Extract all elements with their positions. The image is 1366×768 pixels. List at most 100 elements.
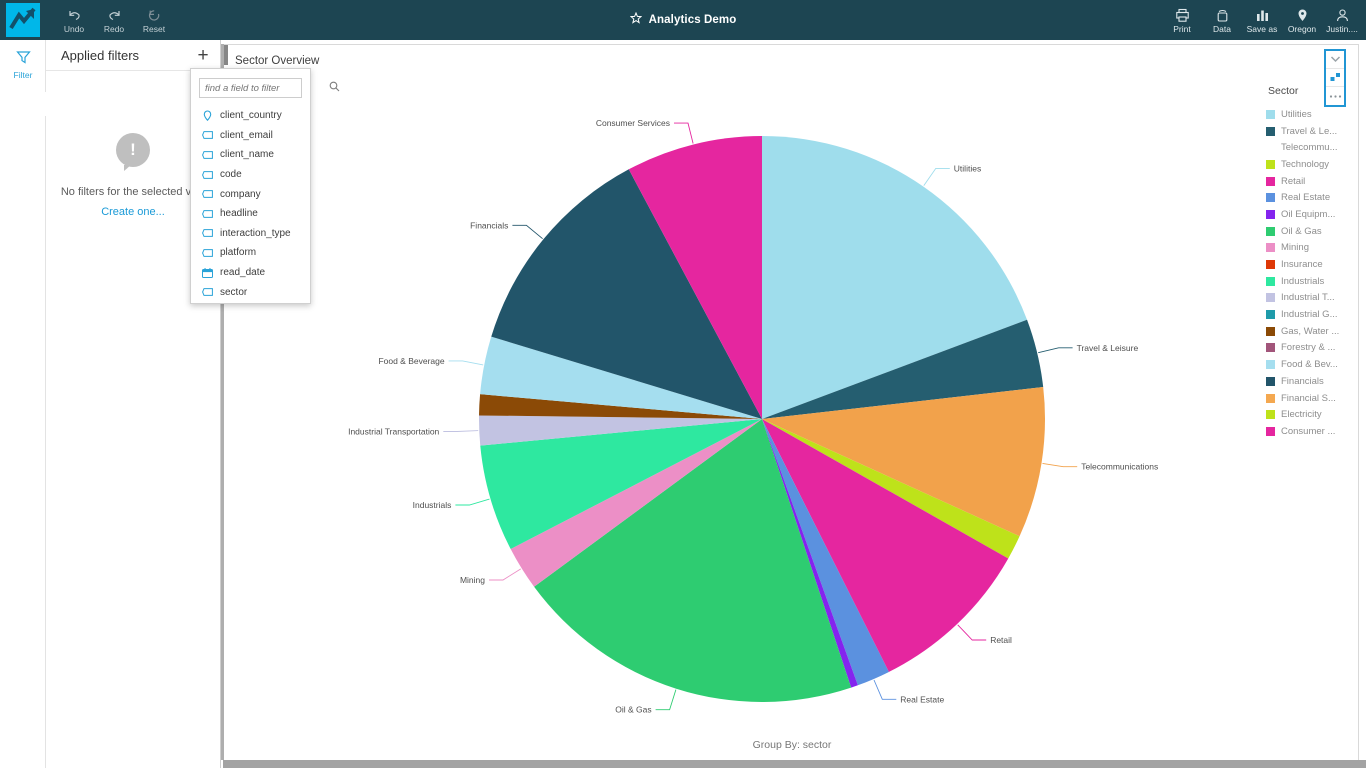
page-title: Analytics Demo — [648, 14, 737, 26]
legend-swatch — [1266, 126, 1275, 136]
legend-item[interactable]: Electricity — [1266, 406, 1352, 423]
field-search-input[interactable] — [205, 82, 329, 94]
legend-item[interactable]: Gas, Water ... — [1266, 323, 1352, 340]
horizontal-scrollbar[interactable] — [223, 760, 1366, 768]
field-item[interactable]: sector — [191, 282, 310, 302]
field-item[interactable]: read_date — [191, 263, 310, 283]
legend-item[interactable]: Consumer ... — [1266, 423, 1352, 440]
pie-slice[interactable] — [478, 415, 762, 446]
legend-item[interactable]: Financials — [1266, 373, 1352, 390]
field-item[interactable]: code — [191, 165, 310, 185]
svg-text:Utilities: Utilities — [954, 163, 981, 173]
legend-item-label: Industrial G... — [1281, 309, 1338, 321]
pie-slice[interactable] — [762, 419, 1009, 672]
pie-slice[interactable] — [534, 419, 852, 702]
legend-item[interactable]: Forestry & ... — [1266, 340, 1352, 357]
visual-panel: Sector Overview SECTOR — [223, 44, 1359, 764]
horizontal-scrollbar-thumb[interactable] — [223, 760, 1366, 768]
redo-button[interactable]: Redo — [94, 0, 134, 40]
legend-swatch — [1266, 176, 1275, 186]
legend-item-label: Consumer ... — [1281, 425, 1336, 437]
pie-slice[interactable] — [628, 136, 762, 419]
legend-title: Sector — [1268, 85, 1299, 97]
legend-swatch — [1266, 209, 1275, 219]
field-item[interactable]: client_name — [191, 145, 310, 165]
svg-text:Telecommunications: Telecommunications — [1081, 462, 1158, 472]
pie-slice[interactable] — [510, 419, 762, 587]
legend-item[interactable]: Utilities — [1266, 106, 1352, 123]
pie-slice-label: Financials — [470, 220, 543, 240]
pie-slice[interactable] — [480, 419, 762, 550]
text-field-icon — [201, 190, 213, 199]
pie-slice[interactable] — [762, 319, 1044, 419]
legend-item[interactable]: Industrial T... — [1266, 290, 1352, 307]
print-icon — [1175, 6, 1190, 23]
empty-filters-state: ! No filters for the selected visu Creat… — [46, 133, 220, 218]
pie-slice[interactable] — [491, 169, 762, 419]
legend-item[interactable]: Retail — [1266, 173, 1352, 190]
field-filter-dropdown: client_country client_email client_namecod… — [190, 68, 340, 304]
legend-item[interactable]: Technology — [1266, 156, 1352, 173]
legend-swatch — [1266, 159, 1275, 169]
legend-item[interactable]: Industrial G... — [1266, 306, 1352, 323]
favorite-star-icon[interactable] — [629, 11, 642, 29]
field-item[interactable]: headline — [191, 204, 310, 224]
calendar-icon — [201, 267, 213, 278]
legend-item[interactable]: Food & Bev... — [1266, 356, 1352, 373]
print-button[interactable]: Print — [1162, 0, 1202, 40]
pie-slice-label: Industrial Transportation — [348, 427, 479, 437]
legend-item-label: Retail — [1281, 175, 1306, 187]
field-item[interactable]: client_email — [191, 126, 310, 146]
legend-item[interactable]: Oil & Gas — [1266, 223, 1352, 240]
pie-slice-label: Industrials — [413, 498, 490, 510]
svg-text:Real Estate: Real Estate — [900, 694, 944, 704]
legend-items: Utilities Travel & Le... Telecommu... Techn… — [1266, 106, 1352, 440]
data-button[interactable]: Data — [1202, 0, 1242, 40]
maximize-icon[interactable] — [1326, 69, 1344, 87]
more-options-icon[interactable] — [1326, 87, 1344, 105]
svg-text:Travel & Leisure: Travel & Leisure — [1077, 343, 1139, 353]
field-item-label: client_email — [220, 129, 273, 141]
user-account-button[interactable]: Justin.... — [1322, 0, 1362, 40]
location-button[interactable]: Oregon — [1282, 0, 1322, 40]
legend-item[interactable]: Insurance — [1266, 256, 1352, 273]
svg-text:Consumer Services: Consumer Services — [596, 118, 670, 128]
pie-slice[interactable] — [762, 419, 889, 686]
app-logo[interactable] — [6, 3, 40, 37]
field-item[interactable]: company — [191, 184, 310, 204]
pie-slice[interactable] — [762, 136, 1028, 419]
legend-swatch — [1266, 243, 1275, 253]
applied-filters-title: Applied filters — [61, 47, 140, 63]
legend-item[interactable]: Industrials — [1266, 273, 1352, 290]
legend-item-label: Oil & Gas — [1281, 225, 1322, 237]
legend-item[interactable]: Travel & Le... — [1266, 123, 1352, 140]
pie-slice[interactable] — [480, 336, 762, 419]
pie-slice[interactable] — [479, 394, 762, 419]
save-as-button[interactable]: Save as — [1242, 0, 1282, 40]
field-item[interactable]: platform — [191, 243, 310, 263]
field-search-box[interactable] — [199, 78, 340, 98]
pie-chart-svg[interactable]: Utilities Travel & Leisure Telecommunicati… — [224, 45, 1360, 765]
field-item[interactable]: client_country — [191, 106, 310, 126]
vertical-scroll-edge[interactable] — [221, 44, 224, 760]
legend-swatch — [1266, 276, 1275, 286]
legend-item[interactable]: Mining — [1266, 240, 1352, 257]
reset-button[interactable]: Reset — [134, 0, 174, 40]
pie-slice[interactable] — [762, 419, 858, 688]
rail-item-filter[interactable]: Filter — [0, 40, 46, 88]
create-filter-link[interactable]: Create one... — [101, 206, 165, 218]
pie-slice[interactable] — [762, 387, 1045, 537]
legend-item[interactable]: Telecommu... — [1266, 139, 1352, 156]
field-item[interactable]: interaction_type — [191, 224, 310, 244]
undo-button[interactable]: Undo — [54, 0, 94, 40]
collapse-chevron-icon[interactable] — [1326, 51, 1344, 69]
legend-swatch — [1266, 360, 1275, 370]
legend-item[interactable]: Financial S... — [1266, 390, 1352, 407]
search-icon[interactable] — [329, 79, 340, 97]
legend-item-label: Travel & Le... — [1281, 125, 1338, 137]
pie-slice[interactable] — [762, 419, 1020, 559]
legend-item[interactable]: Real Estate — [1266, 189, 1352, 206]
legend-item[interactable]: Oil Equipm... — [1266, 206, 1352, 223]
add-filter-button[interactable]: + — [197, 44, 209, 66]
